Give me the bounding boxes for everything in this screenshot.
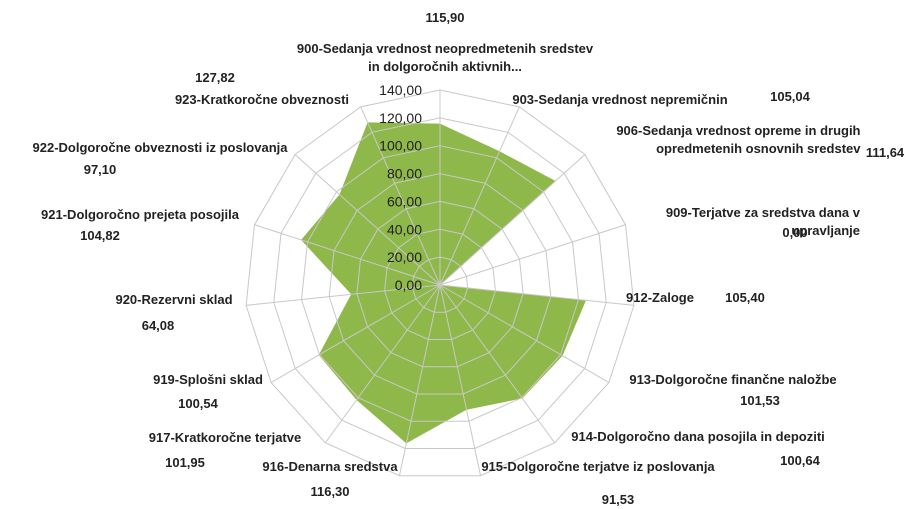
spoke <box>294 154 441 286</box>
value-label: 100,54 <box>178 396 218 411</box>
category-label: 900-Sedanja vrednost neopredmetenih sred… <box>296 41 594 74</box>
category-label: 917-Kratkoročne terjatve <box>148 430 302 445</box>
spoke <box>254 224 441 286</box>
y-tick-label: 100,00 <box>379 138 422 154</box>
y-tick-label: 20,00 <box>387 249 422 265</box>
grid-ring <box>356 200 524 368</box>
category-label: 915-Dolgoročne terjatve iz poslovanja <box>481 459 715 474</box>
category-label: 914-Dolgoročno dana posojila in depoziti <box>571 429 825 444</box>
value-label: 64,08 <box>141 318 175 333</box>
category-label: 923-Kratkoročne obveznosti <box>174 92 350 107</box>
spoke <box>439 284 610 383</box>
value-label: 101,95 <box>165 455 205 470</box>
category-label: 909-Terjatve za sredstva dana v upravlja… <box>665 205 860 238</box>
grid-ring <box>411 256 469 313</box>
value-label: 91,53 <box>601 492 635 507</box>
value-label: 111,64 <box>865 145 905 160</box>
category-label: 913-Dolgoročne finančne naložbe <box>629 372 837 387</box>
spoke <box>439 106 520 286</box>
y-tick-label: 0,00 <box>395 277 422 293</box>
spoke <box>439 284 634 306</box>
value-label: 97,10 <box>83 162 117 177</box>
category-label: 916-Denarna sredstva <box>262 459 398 474</box>
grid-ring <box>300 145 580 422</box>
y-tick-label: 40,00 <box>387 221 422 237</box>
spoke <box>439 284 556 444</box>
spoke <box>439 284 482 476</box>
spoke <box>324 284 441 444</box>
value-label: 0,00 <box>782 225 808 240</box>
radar-area <box>301 122 586 444</box>
spoke <box>270 284 441 383</box>
category-label: 903-Sedanja vrednost nepremičnin <box>512 92 728 107</box>
grid-ring <box>384 228 496 340</box>
value-label: 116,30 <box>310 484 350 499</box>
spoke <box>398 284 441 476</box>
category-label: 912-Zaloge <box>626 290 694 305</box>
value-label: 105,40 <box>725 290 765 305</box>
category-label: 922-Dolgoročne obveznosti iz poslovanja <box>32 140 288 155</box>
spoke <box>246 284 441 306</box>
category-label: 921-Dolgoročno prejeta posojila <box>41 207 239 222</box>
value-label: 101,53 <box>740 393 780 408</box>
value-label: 104,82 <box>80 228 120 243</box>
value-label: 127,82 <box>195 70 235 85</box>
y-tick-label: 140,00 <box>379 82 422 98</box>
category-label: 919-Splošni sklad <box>153 372 263 387</box>
value-label: 105,04 <box>770 89 810 104</box>
value-label: 100,64 <box>780 453 820 468</box>
spoke <box>360 106 441 286</box>
category-label: 920-Rezervni sklad <box>115 292 233 307</box>
y-tick-label: 120,00 <box>379 110 422 126</box>
y-tick-label: 60,00 <box>387 193 422 209</box>
y-tick-label: 80,00 <box>387 166 422 182</box>
grid-ring <box>328 173 552 395</box>
grid-ring <box>273 117 607 449</box>
spoke <box>439 154 586 286</box>
category-label: 906-Sedanja vrednost opreme in drugih op… <box>616 123 861 156</box>
spoke <box>439 224 626 286</box>
grid-ring <box>245 89 635 477</box>
value-label: 115,90 <box>425 10 465 25</box>
